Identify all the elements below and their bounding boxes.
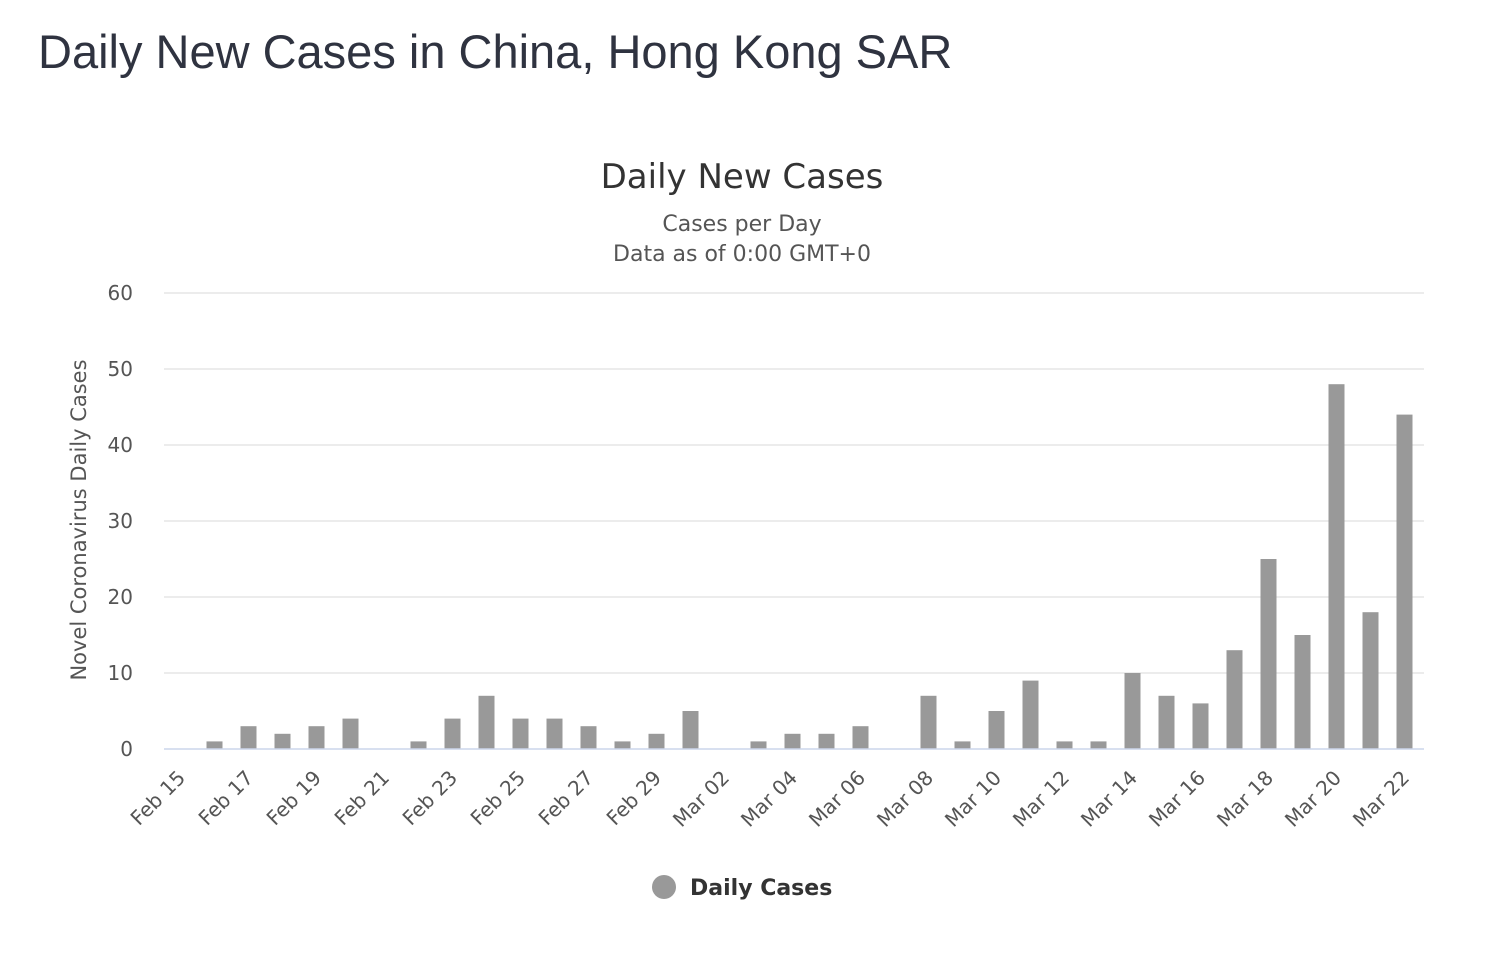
legend-label[interactable]: Daily Cases — [690, 876, 832, 901]
bar[interactable] — [274, 733, 291, 749]
x-tick-label: Mar 06 — [804, 766, 870, 832]
bar[interactable] — [240, 726, 257, 749]
bar[interactable] — [750, 741, 767, 749]
y-tick-label: 40 — [108, 433, 133, 457]
bar[interactable] — [682, 711, 699, 749]
y-tick-label: 10 — [108, 661, 133, 685]
chart-subtitle-line-1: Cases per Day — [662, 212, 821, 237]
x-tick-label: Mar 08 — [872, 766, 938, 832]
bar[interactable] — [920, 695, 937, 749]
gridlines — [164, 292, 1424, 674]
y-tick-label: 30 — [108, 509, 133, 533]
x-tick-label: Feb 23 — [398, 766, 463, 831]
bar[interactable] — [1328, 384, 1345, 749]
x-tick-label: Mar 04 — [736, 766, 802, 832]
x-tick-label: Feb 19 — [262, 766, 327, 831]
bar[interactable] — [1192, 703, 1209, 749]
bar[interactable] — [206, 741, 223, 749]
page-title: Daily New Cases in China, Hong Kong SAR — [38, 25, 953, 78]
x-tick-label: Mar 16 — [1144, 766, 1210, 832]
bar[interactable] — [1158, 695, 1175, 749]
bar[interactable] — [308, 726, 325, 749]
y-tick-label: 20 — [108, 585, 133, 609]
x-tick-label: Feb 29 — [602, 766, 667, 831]
x-tick-label: Mar 10 — [940, 766, 1006, 832]
bar[interactable] — [444, 718, 461, 749]
bar[interactable] — [852, 726, 869, 749]
bar[interactable] — [784, 733, 801, 749]
bar[interactable] — [512, 718, 529, 749]
x-tick-label: Mar 20 — [1280, 766, 1346, 832]
bar[interactable] — [1362, 612, 1379, 749]
x-tick-label: Mar 14 — [1076, 766, 1142, 832]
bar[interactable] — [478, 695, 495, 749]
x-tick-label: Mar 02 — [668, 766, 734, 832]
y-axis-label: Novel Coronavirus Daily Cases — [67, 359, 91, 680]
x-tick-label: Feb 25 — [466, 766, 531, 831]
bar[interactable] — [988, 711, 1005, 749]
x-tick-label: Mar 22 — [1348, 766, 1414, 832]
y-tick-label: 0 — [120, 737, 133, 761]
x-tick-label: Feb 21 — [330, 766, 395, 831]
chart-subtitle-line-2: Data as of 0:00 GMT+0 — [613, 242, 871, 267]
x-tick-label: Feb 27 — [534, 766, 599, 831]
x-tick-label: Feb 15 — [126, 766, 191, 831]
bar[interactable] — [614, 741, 631, 749]
legend-marker[interactable] — [652, 875, 676, 899]
chart-title: Daily New Cases — [601, 157, 884, 197]
y-tick-label: 60 — [108, 281, 133, 305]
bar[interactable] — [580, 726, 597, 749]
bar[interactable] — [818, 733, 835, 749]
bar[interactable] — [546, 718, 563, 749]
y-tick-label: 50 — [108, 357, 133, 381]
bar[interactable] — [1260, 559, 1277, 749]
bar-series — [206, 384, 1413, 749]
y-axis-ticks: 0 10 20 30 40 50 60 — [108, 281, 133, 761]
bar[interactable] — [1226, 650, 1243, 749]
bar[interactable] — [1056, 741, 1073, 749]
bar[interactable] — [954, 741, 971, 749]
bar[interactable] — [1090, 741, 1107, 749]
bar[interactable] — [1396, 414, 1413, 749]
bar[interactable] — [1124, 673, 1141, 749]
bar[interactable] — [1294, 635, 1311, 749]
x-tick-label: Mar 18 — [1212, 766, 1278, 832]
legend[interactable]: Daily Cases — [652, 875, 832, 901]
bar[interactable] — [648, 733, 665, 749]
bar[interactable] — [342, 718, 359, 749]
x-tick-label: Feb 17 — [194, 766, 259, 831]
x-tick-label: Mar 12 — [1008, 766, 1074, 832]
bar[interactable] — [410, 741, 427, 749]
x-axis-ticks: Feb 15 Feb 17 Feb 19 Feb 21 Feb 23 Feb 25 Feb … — [126, 766, 1415, 832]
bar[interactable] — [1022, 680, 1039, 749]
